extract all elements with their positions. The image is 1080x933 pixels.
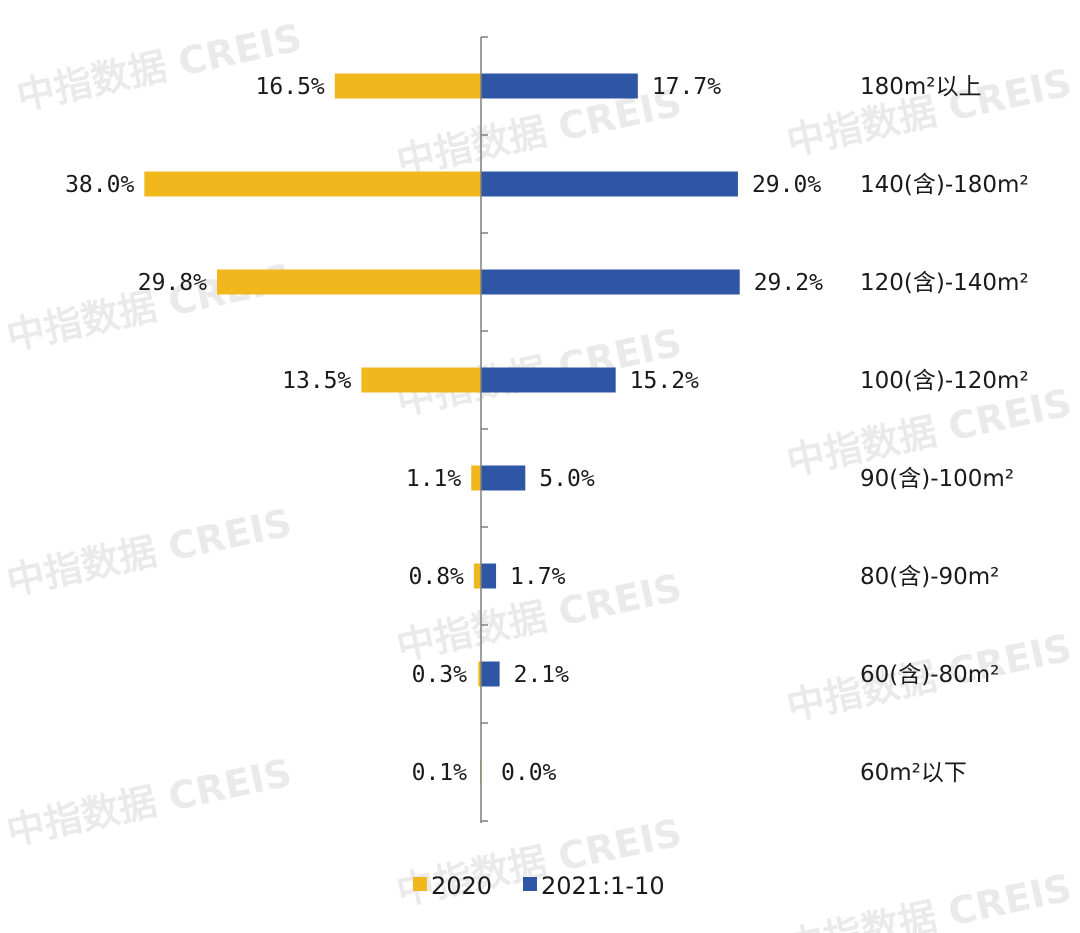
bar-2021 xyxy=(481,465,526,491)
bar-2021 xyxy=(481,171,738,197)
legend-swatch-2021 xyxy=(523,877,537,891)
data-label-2020: 0.8% xyxy=(409,564,465,590)
category-label: 140(含)-180m² xyxy=(860,172,1029,198)
bar-2020 xyxy=(478,661,481,687)
bar-2021 xyxy=(481,661,500,687)
watermark-text: 中指数据 CREIS xyxy=(3,751,296,854)
data-label-2021: 5.0% xyxy=(539,466,595,492)
data-label-2020: 1.1% xyxy=(406,466,462,492)
bar-2021 xyxy=(481,367,616,393)
axis xyxy=(480,36,488,823)
bar-2020 xyxy=(216,269,482,295)
bar-2021 xyxy=(481,73,638,99)
data-label-2021: 29.0% xyxy=(752,172,821,198)
labels: 16.5% 17.7% 180m²以上 38.0% 29.0% 140(含)-180m² 2… xyxy=(65,74,1029,786)
bar-2020 xyxy=(473,563,481,589)
data-label-2021: 15.2% xyxy=(630,368,699,394)
data-label-2020: 0.1% xyxy=(412,760,468,786)
bar-2020 xyxy=(471,465,481,491)
category-label: 100(含)-120m² xyxy=(860,368,1029,394)
data-label-2021: 0.0% xyxy=(501,760,557,786)
data-label-2020: 16.5% xyxy=(256,74,325,100)
data-label-2021: 1.7% xyxy=(510,564,566,590)
bar-2021 xyxy=(481,563,497,589)
watermark-text: 中指数据 CREIS xyxy=(783,866,1076,933)
data-label-2021: 17.7% xyxy=(652,74,721,100)
legend: 2020 2021:1-10 xyxy=(413,872,665,900)
bar-2021 xyxy=(481,269,740,295)
bar-2020 xyxy=(361,367,481,393)
category-label: 60m²以下 xyxy=(860,760,967,786)
data-label-2021: 29.2% xyxy=(754,270,823,296)
legend-swatch-2020 xyxy=(413,877,427,891)
category-label: 120(含)-140m² xyxy=(860,270,1029,296)
bar-2020 xyxy=(334,73,481,99)
category-label: 180m²以上 xyxy=(860,74,982,100)
data-label-2020: 0.3% xyxy=(412,662,468,688)
watermark-text: 中指数据 CREIS xyxy=(13,16,306,119)
data-label-2020: 38.0% xyxy=(65,172,134,198)
watermark-text: 中指数据 CREIS xyxy=(3,501,296,604)
data-label-2020: 29.8% xyxy=(138,270,207,296)
bars xyxy=(144,73,740,785)
legend-label-2021: 2021:1-10 xyxy=(541,872,665,900)
category-label: 80(含)-90m² xyxy=(860,564,999,590)
data-label-2020: 13.5% xyxy=(282,368,351,394)
data-label-2021: 2.1% xyxy=(514,662,570,688)
legend-label-2020: 2020 xyxy=(431,872,492,900)
category-label: 90(含)-100m² xyxy=(860,466,1014,492)
category-label: 60(含)-80m² xyxy=(860,662,999,688)
bar-2020 xyxy=(144,171,481,197)
